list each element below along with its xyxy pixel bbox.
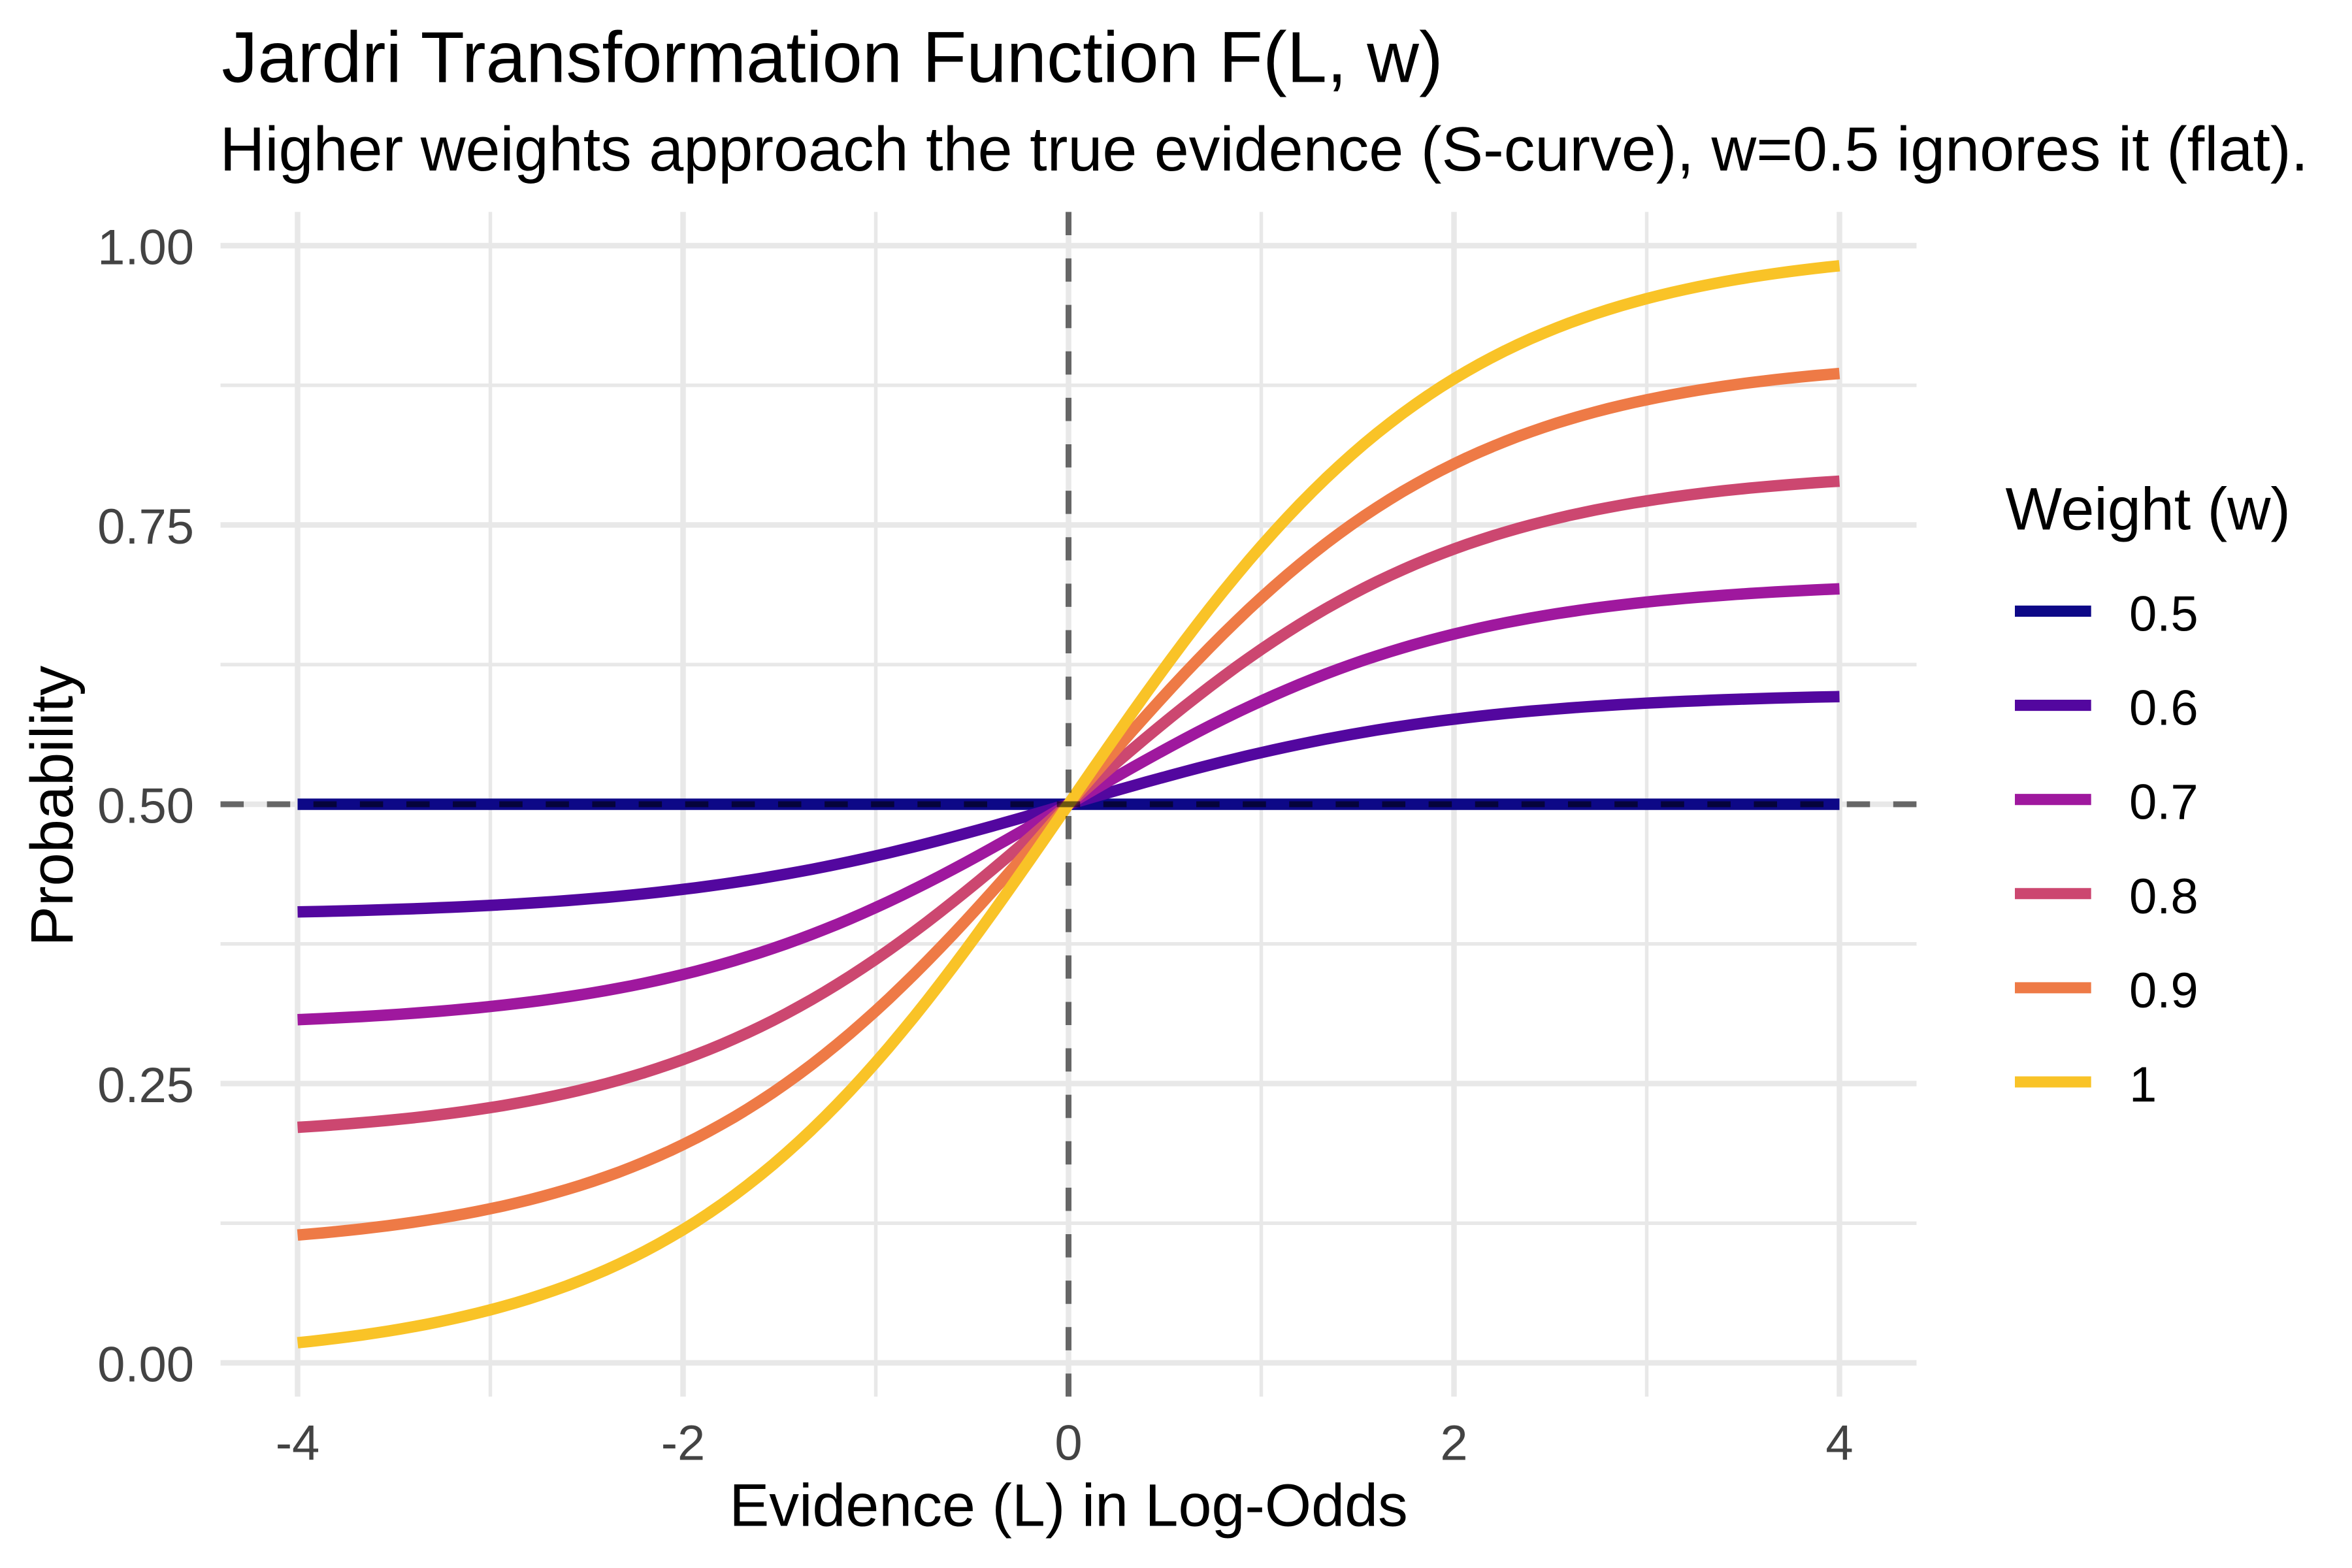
- svg-text:0.00: 0.00: [97, 1337, 194, 1392]
- svg-text:0.50: 0.50: [97, 778, 194, 834]
- svg-text:-2: -2: [661, 1416, 706, 1471]
- svg-text:0.75: 0.75: [97, 499, 194, 555]
- svg-text:Evidence (L) in Log-Odds: Evidence (L) in Log-Odds: [729, 1473, 1408, 1539]
- svg-text:0.25: 0.25: [97, 1058, 194, 1113]
- svg-text:0.5: 0.5: [2129, 586, 2198, 642]
- svg-text:0.9: 0.9: [2129, 963, 2198, 1019]
- svg-text:0.8: 0.8: [2129, 869, 2198, 924]
- svg-text:0.7: 0.7: [2129, 775, 2198, 830]
- svg-text:Higher weights approach the tr: Higher weights approach the true evidenc…: [220, 115, 2309, 184]
- svg-text:-4: -4: [276, 1416, 320, 1471]
- svg-text:2: 2: [1440, 1416, 1467, 1471]
- svg-text:Jardri Transformation Function: Jardri Transformation Function F(L, w): [221, 18, 1443, 98]
- svg-text:0: 0: [1054, 1416, 1082, 1471]
- svg-text:Probability: Probability: [19, 666, 86, 947]
- svg-text:1.00: 1.00: [97, 220, 194, 275]
- svg-text:1: 1: [2129, 1057, 2157, 1113]
- svg-text:Weight (w): Weight (w): [2006, 476, 2291, 542]
- svg-text:4: 4: [1825, 1416, 1853, 1471]
- svg-text:0.6: 0.6: [2129, 681, 2198, 736]
